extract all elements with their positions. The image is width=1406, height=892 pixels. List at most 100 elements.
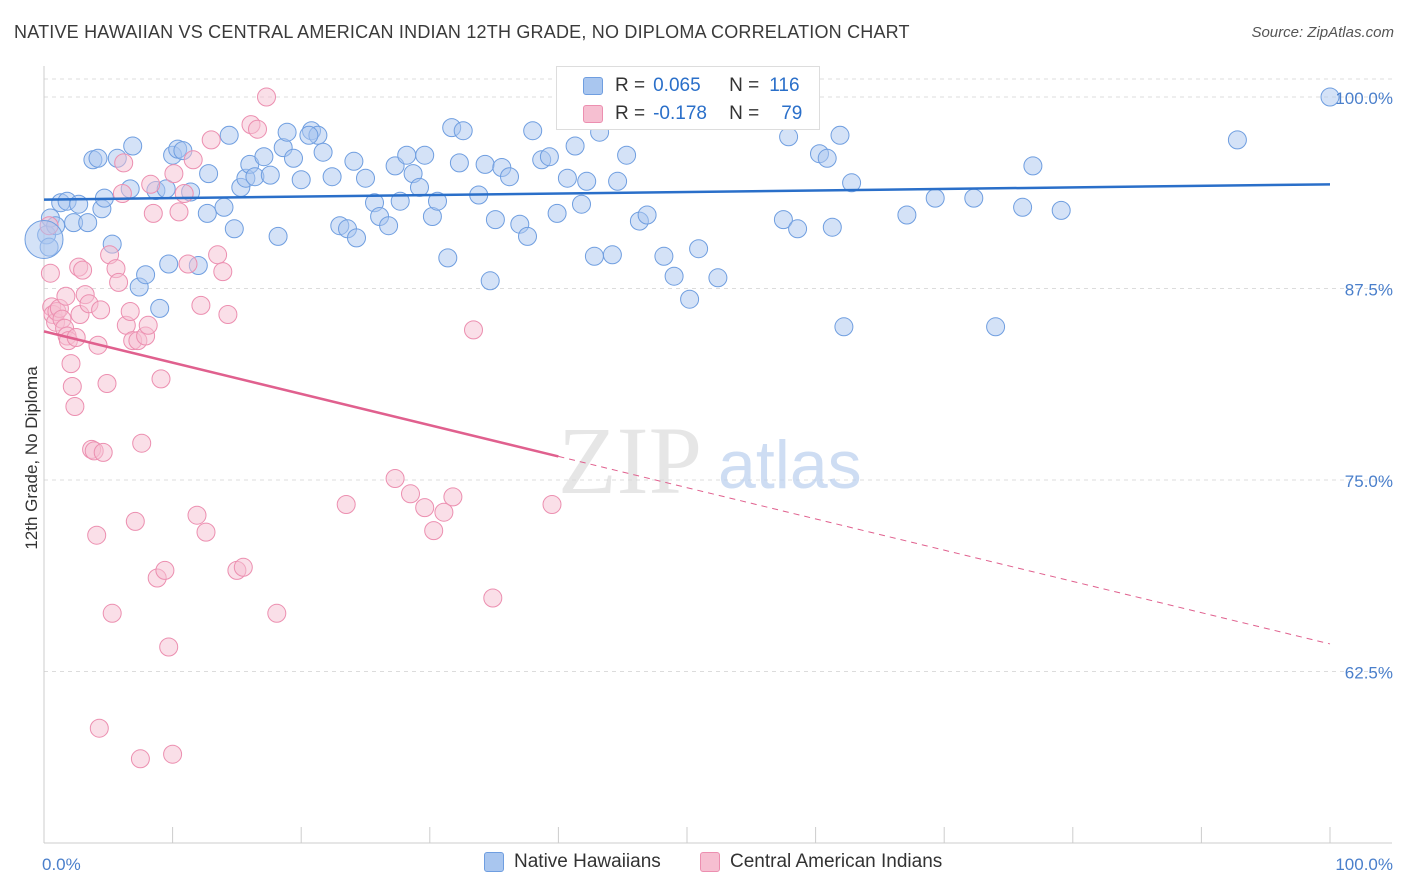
data-point <box>356 168 375 188</box>
data-point <box>1227 130 1247 150</box>
data-point <box>93 442 113 462</box>
data-point <box>248 119 267 139</box>
x-tick-label: 0.0% <box>42 855 81 874</box>
legend-item-native-hawaiians[interactable]: Native Hawaiians <box>484 851 661 873</box>
legend-label: Native Hawaiians <box>514 851 661 872</box>
data-point <box>313 142 333 162</box>
data-point <box>159 637 179 657</box>
data-point <box>164 164 184 184</box>
data-point <box>637 205 657 225</box>
data-point <box>453 121 473 141</box>
data-point <box>485 210 505 230</box>
data-point <box>219 125 239 145</box>
stats-swatch-blue <box>583 77 603 95</box>
data-point <box>480 271 500 291</box>
watermark-atlas: atlas <box>718 427 862 503</box>
data-point <box>268 226 288 246</box>
trend-line-dashed <box>558 455 1331 645</box>
stats-r-label: R = <box>615 75 646 96</box>
trend-line-solid <box>43 183 1331 201</box>
data-point <box>415 498 435 518</box>
data-point <box>73 260 93 280</box>
data-point <box>602 245 622 265</box>
data-point <box>379 216 399 236</box>
data-point <box>163 744 183 764</box>
data-point <box>138 315 158 335</box>
trend-line-solid <box>43 330 559 458</box>
data-point <box>136 265 156 285</box>
data-point <box>199 164 219 184</box>
data-point <box>344 151 364 171</box>
trend-layer <box>43 183 1331 645</box>
data-point <box>577 171 597 191</box>
data-point <box>608 171 628 191</box>
data-point <box>385 469 405 488</box>
data-point <box>788 219 808 239</box>
data-point <box>897 205 917 225</box>
data-point <box>284 148 303 168</box>
data-point <box>557 168 577 188</box>
data-point <box>1320 87 1340 107</box>
data-point <box>547 203 567 223</box>
stats-r-label: R = <box>615 103 646 124</box>
data-point <box>267 603 287 623</box>
data-point <box>102 603 122 623</box>
data-point <box>65 397 85 416</box>
stats-n-label: N = <box>729 103 760 124</box>
data-point <box>87 525 107 545</box>
data-point <box>277 122 297 142</box>
data-point <box>401 484 420 504</box>
data-point <box>397 145 417 165</box>
data-point <box>213 262 233 282</box>
data-point <box>260 165 280 185</box>
data-point <box>443 487 463 507</box>
data-point <box>779 127 799 147</box>
x-tick-label: 100.0% <box>1335 855 1393 874</box>
data-point <box>125 511 145 531</box>
data-point <box>40 263 60 283</box>
legend-label: Central American Indians <box>730 851 943 872</box>
data-point <box>1023 156 1043 176</box>
legend-item-central-american-indians[interactable]: Central American Indians <box>700 851 942 873</box>
legend-swatch-blue <box>484 852 504 872</box>
y-tick-label: 62.5% <box>1345 664 1393 683</box>
data-point <box>150 298 170 318</box>
data-point <box>347 228 366 248</box>
stats-r-value: 0.065 <box>653 75 701 96</box>
data-point <box>141 174 161 194</box>
data-point <box>143 203 163 223</box>
data-point <box>925 188 945 208</box>
data-point <box>61 354 81 374</box>
y-tick-label: 75.0% <box>1345 472 1393 491</box>
stats-legend: R = 0.065 N = 116 R = -0.178 N = 79 <box>556 66 820 130</box>
data-point <box>664 266 684 286</box>
data-point <box>201 130 221 150</box>
data-point <box>109 272 129 292</box>
series-legend: Native Hawaiians Central American Indian… <box>0 851 1406 877</box>
series-central-american-indians <box>39 87 562 769</box>
data-point <box>986 317 1006 337</box>
data-point <box>322 167 342 187</box>
data-point <box>196 522 216 542</box>
data-point <box>434 502 454 522</box>
watermark: ZIP atlas <box>558 407 862 514</box>
axis-layer <box>43 66 1392 844</box>
chart-title: NATIVE HAWAIIAN VS CENTRAL AMERICAN INDI… <box>14 22 910 42</box>
data-point <box>218 305 238 324</box>
data-point <box>174 184 194 203</box>
stats-row-native-hawaiians: R = 0.065 N = 116 <box>557 71 800 101</box>
data-point <box>565 136 585 156</box>
data-point <box>62 377 82 396</box>
labels-layer: 100.0% 87.5% 75.0% 62.5% 0.0% 100.0% 12th Grad… <box>22 89 1393 874</box>
data-point-large <box>24 219 64 259</box>
data-point <box>842 173 862 193</box>
data-point <box>449 153 469 173</box>
data-point <box>187 505 207 525</box>
data-point <box>257 87 276 107</box>
data-point <box>500 167 519 187</box>
data-point <box>1051 200 1071 220</box>
data-point <box>773 210 793 230</box>
data-point <box>539 147 559 167</box>
y-axis-label: 12th Grade, No Diploma <box>22 366 41 550</box>
data-point <box>475 154 495 174</box>
